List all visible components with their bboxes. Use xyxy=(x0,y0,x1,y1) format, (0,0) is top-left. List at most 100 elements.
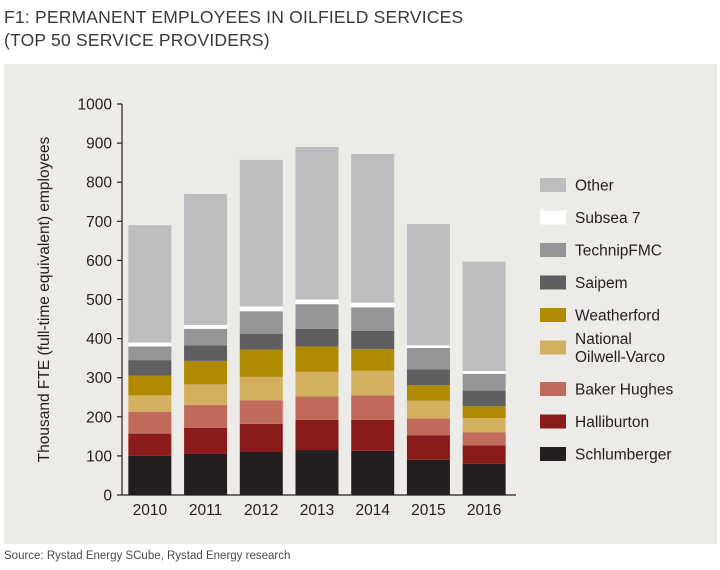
bar-segment xyxy=(239,451,283,495)
x-tick-label: 2016 xyxy=(467,502,501,519)
bar-segment xyxy=(351,370,395,396)
bar-segment xyxy=(184,360,228,385)
bar-segment xyxy=(462,417,506,433)
y-tick-label: 700 xyxy=(86,214,112,231)
legend-label: National Oilwell-Varco xyxy=(575,331,665,366)
legend-label: Other xyxy=(575,178,614,195)
legend-swatch xyxy=(540,382,566,396)
bar-segment xyxy=(351,395,395,420)
chart-title-line-2: (TOP 50 SERVICE PROVIDERS) xyxy=(4,30,270,50)
bar-segment xyxy=(462,371,506,374)
bar-segment xyxy=(462,261,506,372)
chart-title-line-1: F1: PERMANENT EMPLOYEES IN OILFIELD SERV… xyxy=(4,7,464,27)
bar-segment xyxy=(406,224,450,346)
bar-segment xyxy=(239,376,283,401)
bar-segment xyxy=(295,304,339,329)
legend-label: Baker Hughes xyxy=(575,382,673,399)
x-tick-label: 2014 xyxy=(355,502,390,519)
bar-segment xyxy=(462,390,506,407)
bar-segment xyxy=(406,347,450,370)
bar-segment xyxy=(462,445,506,464)
bar-segment xyxy=(351,154,395,303)
bar-segment xyxy=(295,419,339,451)
y-axis-title: Thousand FTE (full-time equivalent) empl… xyxy=(36,136,53,462)
y-tick-label: 0 xyxy=(103,488,112,505)
bar-segment xyxy=(239,349,283,377)
bar-segment xyxy=(295,328,339,347)
legend-swatch xyxy=(540,414,566,429)
legend-swatch xyxy=(540,275,566,290)
x-tick-label: 2015 xyxy=(411,502,445,519)
legend-swatch xyxy=(540,210,566,225)
source-note: Source: Rystad Energy SCube, Rystad Ener… xyxy=(4,550,291,562)
y-tick-label: 900 xyxy=(86,136,112,153)
bar-segment xyxy=(128,360,172,376)
legend-swatch xyxy=(540,178,566,192)
bar-segment xyxy=(239,311,283,334)
bar-segment xyxy=(184,328,228,346)
bar-segment xyxy=(406,418,450,436)
bar-segment xyxy=(239,400,283,424)
legend-swatch xyxy=(540,447,566,461)
bar-segment xyxy=(128,433,172,456)
bar-segment xyxy=(128,375,172,396)
legend-label: Subsea 7 xyxy=(575,210,641,227)
bar-segment xyxy=(295,450,339,495)
legend-label: Saipem xyxy=(575,275,628,292)
bar-segment xyxy=(351,307,395,331)
legend-label: TechnipFMC xyxy=(575,243,662,260)
x-tick-label: 2012 xyxy=(244,502,278,519)
bar-segment xyxy=(184,193,228,325)
legend-label: Weatherford xyxy=(575,308,660,325)
bar-segment xyxy=(462,463,506,495)
bar-segment xyxy=(128,225,172,343)
legend-swatch xyxy=(540,340,566,355)
bar-segment xyxy=(406,345,450,348)
y-tick-label: 1000 xyxy=(78,97,113,114)
bar-segment xyxy=(462,432,506,446)
y-tick-label: 100 xyxy=(86,448,112,465)
x-tick-label: 2011 xyxy=(189,502,222,519)
bar-segment xyxy=(184,324,228,329)
bar-segment xyxy=(406,369,450,386)
bar-segment xyxy=(406,400,450,419)
bar-segment xyxy=(295,396,339,420)
y-tick-label: 500 xyxy=(86,292,112,309)
bar-segment xyxy=(351,349,395,371)
bar-segment xyxy=(351,419,395,451)
bar-segment xyxy=(128,346,172,361)
bar-segment xyxy=(295,346,339,372)
bar-segment xyxy=(295,371,339,397)
x-tick-label: 2013 xyxy=(300,502,334,519)
chart-title: F1: PERMANENT EMPLOYEES IN OILFIELD SERV… xyxy=(4,6,463,52)
bar-segment xyxy=(462,406,506,418)
bar-segment xyxy=(351,330,395,350)
legend-swatch xyxy=(540,243,566,257)
bar-segment xyxy=(184,345,228,361)
bar-segment xyxy=(184,453,228,495)
y-tick-label: 800 xyxy=(86,175,112,192)
bar-segment xyxy=(406,435,450,460)
bar-segment xyxy=(239,423,283,452)
legend-swatch xyxy=(540,308,566,322)
bar-segment xyxy=(184,427,228,454)
legend-label: Halliburton xyxy=(575,414,649,431)
chart-panel: 0 100 200 300 400 500 600 700 800 900 1000 Thousand… xyxy=(4,64,717,544)
bar-segment xyxy=(462,373,506,391)
bar-segment xyxy=(406,459,450,495)
bar-segment xyxy=(351,302,395,308)
bar-segment xyxy=(128,455,172,495)
y-tick-label: 600 xyxy=(86,253,112,270)
legend-label: Schlumberger xyxy=(575,447,672,464)
y-tick-label: 300 xyxy=(86,370,112,387)
bar-segment xyxy=(351,450,395,495)
x-tick-label: 2010 xyxy=(133,502,168,519)
bar-segment xyxy=(239,306,283,312)
bar-segment xyxy=(406,385,450,401)
bar-segment xyxy=(239,159,283,307)
bar-segment xyxy=(295,299,339,305)
y-tick-label: 200 xyxy=(86,409,112,426)
bar-segment xyxy=(128,411,172,434)
bar-segment xyxy=(184,405,228,428)
bar-segment xyxy=(239,333,283,350)
